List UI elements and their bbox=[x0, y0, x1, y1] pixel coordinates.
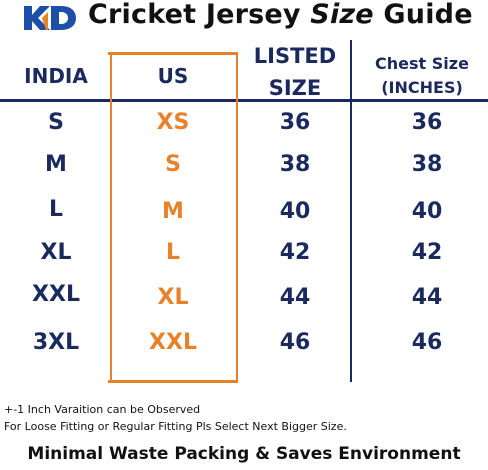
row-1-listed: 36 bbox=[279, 110, 311, 135]
us-column-right-border bbox=[236, 54, 238, 382]
us-column-left-border bbox=[110, 54, 112, 382]
row-5-us: XL bbox=[157, 285, 189, 310]
row-1-india: S bbox=[48, 110, 64, 135]
row-4-listed: 42 bbox=[279, 240, 311, 265]
header-divider bbox=[0, 99, 488, 102]
row-5-india: XXL bbox=[32, 282, 80, 307]
row-2-india: M bbox=[45, 152, 67, 177]
row-3-us: M bbox=[162, 199, 184, 224]
column-header-us: US bbox=[157, 64, 189, 88]
row-2-listed: 38 bbox=[279, 152, 311, 177]
row-1-us: XS bbox=[156, 110, 190, 135]
listed-header-line1: LISTED bbox=[253, 44, 337, 68]
row-2-chest: 38 bbox=[411, 152, 443, 177]
listed-header-line2: SIZE bbox=[268, 76, 322, 100]
chest-header-line1: Chest Size bbox=[375, 54, 469, 73]
row-5-chest: 44 bbox=[411, 285, 443, 310]
row-4-us: L bbox=[165, 240, 181, 265]
brand-logo bbox=[24, 6, 76, 30]
title-prefix: Cricket Jersey bbox=[88, 0, 311, 30]
column-header-listed-size: LISTED SIZE bbox=[240, 40, 350, 104]
row-3-chest: 40 bbox=[411, 199, 443, 224]
row-3-india: L bbox=[48, 197, 64, 222]
row-6-india: 3XL bbox=[32, 330, 80, 355]
row-6-us: XXL bbox=[149, 330, 197, 355]
us-column-top-border bbox=[108, 52, 238, 55]
row-4-india: XL bbox=[40, 240, 72, 265]
row-4-chest: 42 bbox=[411, 240, 443, 265]
row-6-listed: 46 bbox=[279, 330, 311, 355]
listed-column-right-border bbox=[350, 40, 352, 382]
page-title: Cricket Jersey Size Guide bbox=[88, 0, 473, 30]
row-1-chest: 36 bbox=[411, 110, 443, 135]
note-variation: +-1 Inch Varaition can be Observed bbox=[4, 403, 201, 416]
row-6-chest: 46 bbox=[411, 330, 443, 355]
title-emphasis: Size bbox=[310, 0, 374, 30]
footer-tagline: Minimal Waste Packing & Saves Environmen… bbox=[27, 444, 461, 464]
title-suffix: Guide bbox=[373, 0, 473, 30]
note-fitting-advice: For Loose Fitting or Regular Fitting Pls… bbox=[4, 420, 347, 433]
chest-header-line2: (INCHES) bbox=[381, 78, 463, 97]
row-5-listed: 44 bbox=[279, 285, 311, 310]
row-3-listed: 40 bbox=[279, 199, 311, 224]
us-column-bottom-border bbox=[108, 380, 238, 383]
column-header-india: INDIA bbox=[24, 64, 88, 88]
row-2-us: S bbox=[165, 152, 181, 177]
column-header-chest-size: Chest Size (INCHES) bbox=[356, 52, 488, 100]
